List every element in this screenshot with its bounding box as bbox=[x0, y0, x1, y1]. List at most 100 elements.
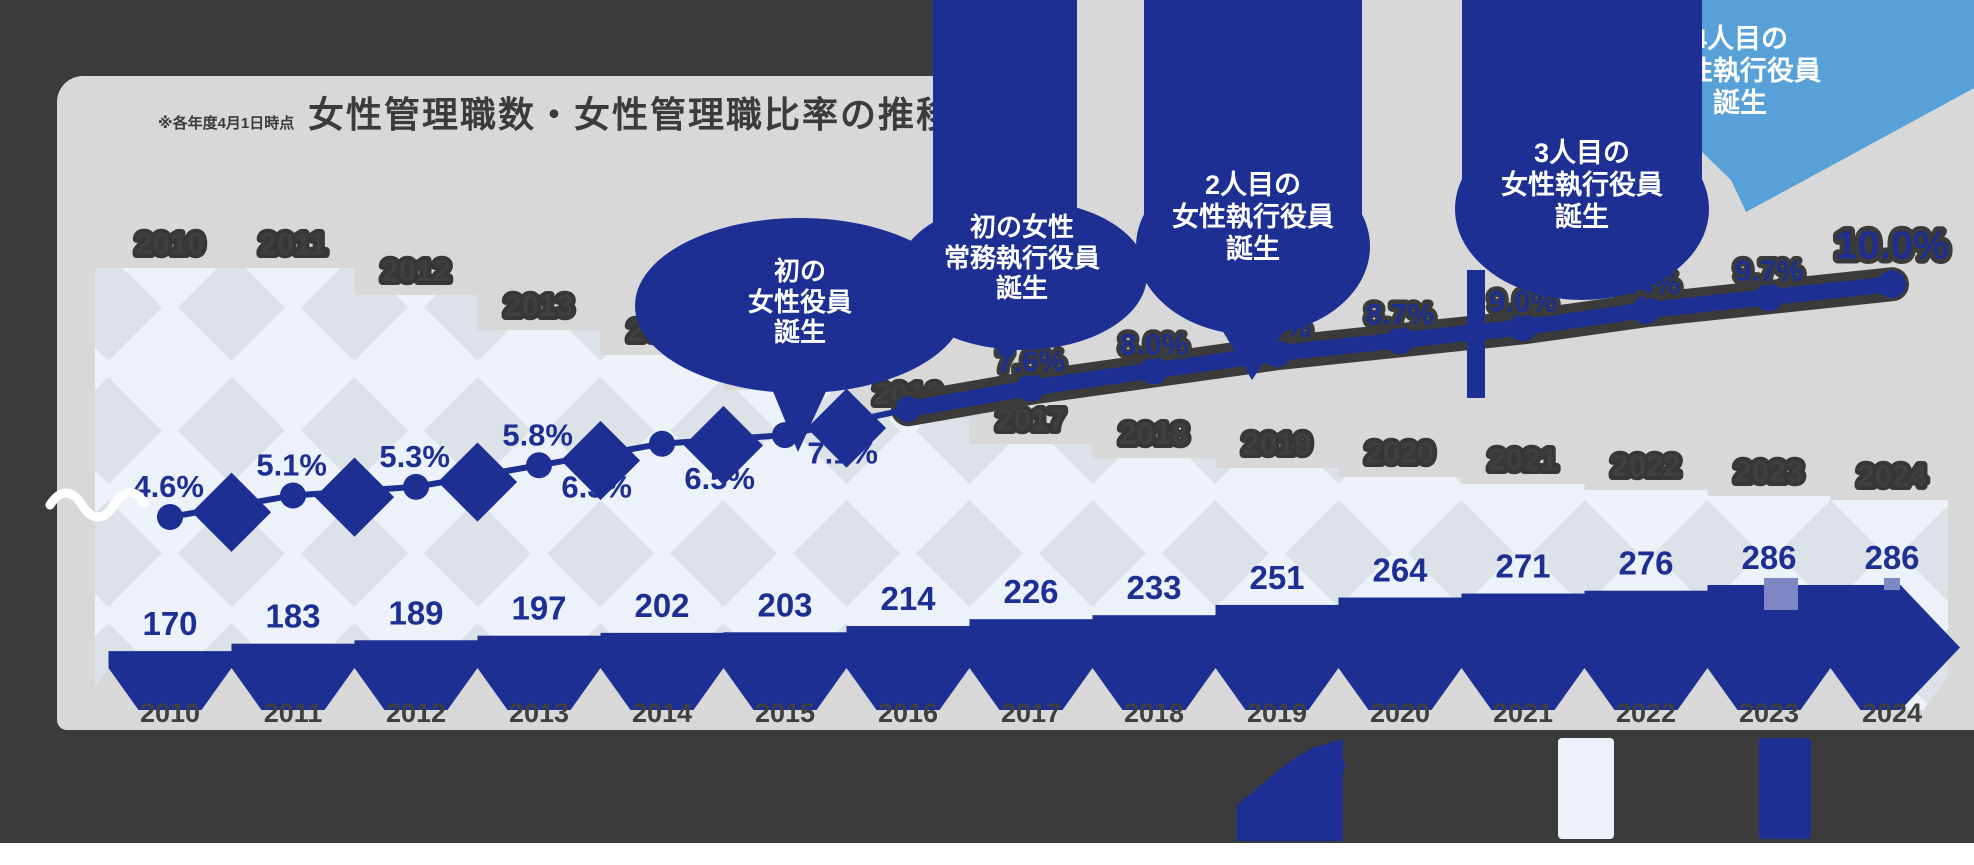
bar-notch bbox=[693, 668, 754, 710]
bubble-text: 2人目の 女性執行役員 誕生 bbox=[1153, 170, 1353, 266]
ratio-value-label: 5.8% bbox=[502, 417, 573, 452]
legend-item-female-managers: 女性管理職数 bbox=[1759, 732, 1974, 844]
bar-notch bbox=[1185, 668, 1246, 710]
bar bbox=[1584, 590, 1708, 710]
axis-year-label: 2016 bbox=[878, 698, 938, 728]
line-diamond-marker bbox=[437, 442, 518, 522]
bar-value-label: 183 bbox=[265, 598, 320, 635]
bubble-line: 誕生 bbox=[773, 317, 826, 348]
bubble-line: 誕生 bbox=[1555, 201, 1609, 232]
axis-year-label: 2015 bbox=[755, 698, 815, 728]
bubble-line: 4人目の bbox=[1691, 24, 1789, 54]
bubble-shape bbox=[1455, 118, 1709, 300]
stair-year-label: 2010 bbox=[136, 226, 205, 261]
bar-value-label: 251 bbox=[1249, 559, 1304, 596]
axis-year-label: 2017 bbox=[1001, 698, 1061, 728]
line-diamond-marker bbox=[560, 420, 641, 501]
bubble-line: 誕生 bbox=[1226, 233, 1280, 264]
stair-year-label: 2013 bbox=[505, 288, 574, 323]
bar bbox=[1461, 593, 1585, 710]
figure-note: ※各年度4月1日時点 bbox=[158, 115, 295, 132]
ratio-value-label: 5.1% bbox=[256, 447, 327, 482]
navy-bar-swatch-icon bbox=[1759, 737, 1811, 839]
bubble-line: 3人目の bbox=[1533, 138, 1631, 168]
ratio-value-label: 8.7% bbox=[1366, 298, 1434, 331]
axis-year-label: 2024 bbox=[1862, 698, 1922, 728]
bubble-line: 2人目の bbox=[1204, 170, 1302, 200]
ratio-point bbox=[1140, 356, 1168, 385]
bar bbox=[1338, 597, 1462, 710]
bar-value-label: 197 bbox=[511, 590, 566, 627]
bar-notch bbox=[1308, 668, 1369, 710]
bubble-line: 初の bbox=[773, 256, 826, 286]
bar bbox=[1092, 615, 1216, 710]
bubble-text: 3人目の 女性執行役員 誕生 bbox=[1482, 138, 1682, 234]
legend-label: 女性管理職比率 bbox=[1363, 774, 1546, 805]
bar-band-arrow-end bbox=[1900, 584, 1960, 710]
bubble-line: 女性執行役員 bbox=[1501, 169, 1663, 200]
bar-value-label: 264 bbox=[1372, 552, 1428, 589]
ratio-point bbox=[526, 452, 552, 479]
bar-accent-square bbox=[1764, 578, 1798, 610]
ratio-point bbox=[1386, 326, 1414, 355]
axis-year-label: 2011 bbox=[264, 698, 323, 728]
panel-top-gap-2 bbox=[1362, 0, 1462, 80]
stair-year-label: 2020 bbox=[1366, 435, 1435, 470]
bar-value-label: 170 bbox=[142, 605, 197, 642]
bubble-text: 初の女性 常務執行役員 誕生 bbox=[922, 212, 1122, 304]
bar-accent-square bbox=[1884, 578, 1900, 590]
ratio-point bbox=[280, 482, 306, 509]
stair-year-label: 2022 bbox=[1612, 448, 1681, 483]
line-diamond-marker bbox=[314, 457, 395, 537]
stair-year-label: 2012 bbox=[382, 253, 451, 288]
ratio-point bbox=[157, 504, 183, 530]
ratio-point bbox=[1632, 296, 1660, 325]
axis-year-label: 2012 bbox=[386, 698, 446, 728]
bar-notch bbox=[201, 668, 262, 710]
bottom-white-strip bbox=[0, 843, 1974, 865]
ratio-point bbox=[649, 430, 675, 457]
annotation-bubble-2nd-female-executive: 2人目の 女性執行役員 誕生 bbox=[1136, 0, 1370, 335]
bar-value-label: 203 bbox=[757, 586, 812, 623]
axis-year-label: 2019 bbox=[1247, 698, 1307, 728]
ratio-value-label: 7.1% bbox=[807, 435, 878, 470]
axis-year-label: 2020 bbox=[1370, 698, 1430, 728]
line-diamond-marker bbox=[806, 388, 887, 468]
axis-year-label: 2010 bbox=[140, 698, 200, 728]
ratio-value-label: 8.0% bbox=[1120, 328, 1188, 361]
ratio-point bbox=[1017, 373, 1045, 402]
bar-value-label: 276 bbox=[1618, 545, 1673, 582]
bar-value-label: 233 bbox=[1126, 569, 1181, 606]
bar-value-label: 202 bbox=[634, 587, 689, 624]
bubble-line: 女性執行役員 bbox=[1172, 201, 1334, 232]
bar-notch bbox=[1062, 668, 1123, 710]
stair-year-label: 2019 bbox=[1243, 426, 1312, 461]
bar-value-label: 189 bbox=[388, 594, 443, 631]
bar-notch bbox=[939, 668, 1000, 710]
bar bbox=[969, 619, 1093, 710]
bubble-shape bbox=[635, 218, 965, 393]
legend-label: 女性管理職数 bbox=[1829, 774, 1974, 805]
bar-notch bbox=[324, 668, 385, 710]
stair-year-label: 2017 bbox=[997, 402, 1066, 437]
stair-year-label: 2021 bbox=[1489, 442, 1558, 477]
ratio-value-label: 5.3% bbox=[379, 439, 450, 474]
ratio-point bbox=[403, 473, 429, 500]
stair-year-label: 2023 bbox=[1735, 454, 1804, 489]
stair-year-label: 2011 bbox=[259, 226, 326, 261]
ratio-point bbox=[1755, 283, 1783, 312]
legend-label: 管理職数 bbox=[1632, 774, 1737, 805]
bar-value-label: 271 bbox=[1495, 548, 1550, 585]
bubble-text: 初の 女性役員 誕生 bbox=[700, 256, 900, 348]
bar-notch bbox=[447, 668, 508, 710]
axis-year-label: 2013 bbox=[509, 698, 569, 728]
stair-year-label: 2024 bbox=[1858, 458, 1928, 493]
annotation-bubble-3rd-female-executive: 3人目の 女性執行役員 誕生 bbox=[1455, 0, 1709, 310]
bubble-shape bbox=[1136, 158, 1370, 335]
chart-legend: 女性管理職比率 管理職数 女性管理職数 bbox=[1150, 732, 1974, 844]
bar-notch bbox=[1800, 668, 1861, 710]
bar bbox=[1215, 604, 1339, 710]
bar-notch bbox=[1677, 668, 1738, 710]
